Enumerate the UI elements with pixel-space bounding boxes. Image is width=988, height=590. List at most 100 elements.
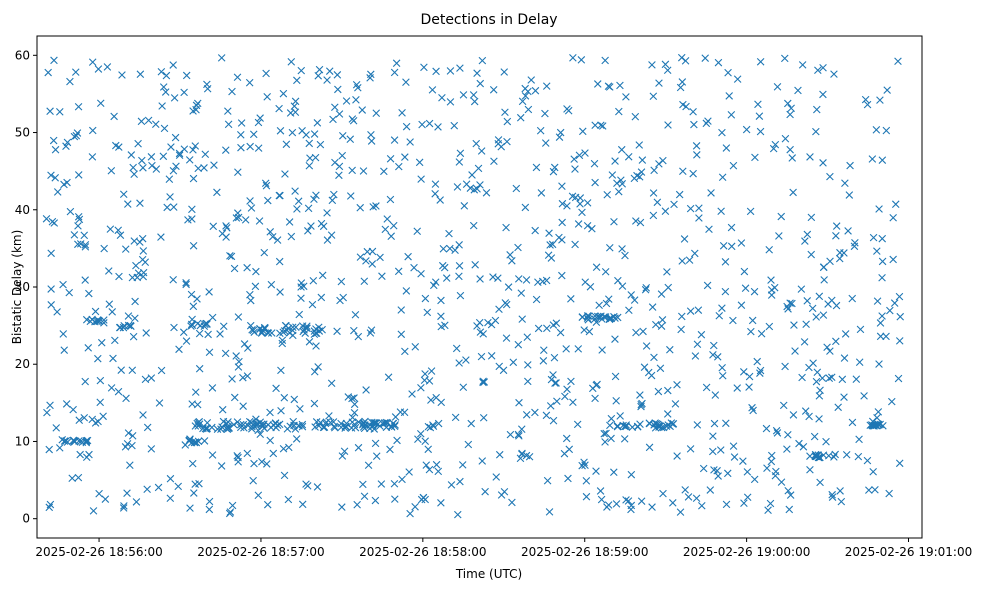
detection-point — [593, 380, 601, 389]
detection-point — [107, 166, 116, 175]
detection-point — [581, 461, 589, 469]
detection-point — [718, 128, 726, 137]
detection-point — [334, 85, 342, 94]
detection-point — [287, 232, 296, 241]
detection-point — [521, 203, 530, 212]
detection-point — [245, 78, 254, 87]
detection-point — [669, 499, 677, 507]
detection-point — [193, 295, 201, 303]
detection-point — [397, 330, 406, 339]
detection-point — [221, 349, 230, 358]
detection-point — [128, 432, 137, 440]
detection-point — [723, 469, 732, 478]
detection-point — [230, 420, 238, 429]
detection-point — [611, 335, 619, 343]
detection-point — [65, 288, 74, 297]
detection-point — [582, 477, 591, 485]
detection-point — [874, 420, 882, 428]
detection-point — [246, 197, 254, 205]
detection-point — [501, 108, 509, 117]
detection-point — [139, 268, 148, 277]
detection-point — [75, 215, 84, 224]
detection-point — [310, 330, 319, 339]
detection-point — [51, 173, 60, 182]
detection-point — [305, 139, 314, 148]
detection-point — [802, 320, 810, 329]
detection-point — [147, 445, 156, 453]
detection-point — [655, 79, 663, 87]
detection-point — [883, 86, 891, 94]
detection-point — [310, 399, 319, 408]
detection-point — [263, 93, 271, 101]
detection-point — [478, 56, 487, 65]
detection-point — [370, 425, 379, 433]
detection-point — [739, 457, 747, 465]
detection-point — [894, 57, 902, 66]
detection-point — [593, 80, 602, 88]
detection-point — [627, 505, 635, 514]
detection-point — [266, 408, 274, 417]
detection-point — [578, 313, 587, 321]
detection-point — [816, 478, 824, 487]
detection-point — [182, 280, 190, 289]
detection-point — [284, 324, 293, 333]
detection-point — [411, 343, 420, 351]
detection-point — [175, 149, 184, 158]
detection-point — [312, 342, 320, 350]
detection-point — [272, 384, 280, 393]
detection-point — [344, 393, 353, 401]
detection-point — [625, 306, 633, 315]
detection-point — [299, 282, 308, 291]
detection-point — [521, 92, 530, 100]
detection-point — [832, 337, 840, 346]
detection-point — [88, 153, 97, 161]
detection-point — [66, 77, 74, 86]
detection-point — [389, 221, 398, 230]
detection-point — [104, 267, 113, 275]
x-axis-label: Time (UTC) — [455, 567, 522, 581]
detection-point — [657, 290, 666, 298]
detection-point — [354, 332, 363, 341]
detection-point — [223, 419, 231, 428]
detection-point — [592, 467, 600, 475]
detection-point — [200, 164, 208, 172]
detection-point — [878, 257, 887, 266]
detection-point — [637, 168, 646, 176]
detection-point — [558, 182, 566, 190]
detection-point — [524, 87, 532, 96]
detection-point — [650, 353, 658, 362]
detection-point — [679, 167, 687, 176]
chart-title: Detections in Delay — [420, 12, 557, 28]
detection-point — [307, 222, 315, 230]
detection-point — [131, 297, 139, 306]
detection-point — [163, 203, 171, 212]
detection-point — [673, 452, 681, 460]
detection-point — [567, 295, 575, 303]
detection-point — [304, 227, 312, 235]
detection-point — [256, 418, 265, 426]
detection-point — [237, 119, 246, 127]
detection-point — [74, 240, 82, 249]
detection-point — [489, 85, 498, 94]
detection-point — [432, 393, 440, 402]
detection-point — [94, 417, 102, 426]
detection-point — [70, 231, 79, 239]
detection-point — [812, 377, 821, 386]
detection-point — [455, 158, 464, 166]
detection-point — [45, 445, 54, 454]
detection-point — [216, 330, 224, 338]
detection-point — [406, 138, 414, 146]
detection-point — [844, 227, 852, 235]
detection-point — [111, 336, 119, 345]
detection-point — [262, 69, 270, 78]
detection-point — [716, 446, 725, 454]
detection-point — [863, 456, 872, 465]
detection-point — [404, 252, 412, 261]
detection-point — [224, 424, 233, 433]
detection-point — [506, 251, 514, 259]
detection-point — [810, 432, 819, 441]
detection-point — [517, 289, 526, 297]
detection-point — [410, 263, 418, 272]
detection-point — [851, 238, 859, 247]
